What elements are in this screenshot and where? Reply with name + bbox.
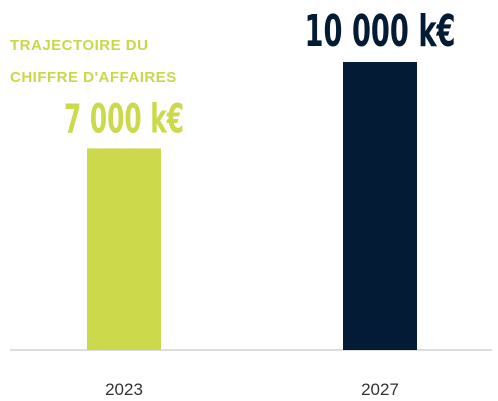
value-label: 7 000 k€ bbox=[64, 96, 184, 142]
bar bbox=[343, 62, 417, 350]
x-tick-label: 2027 bbox=[361, 380, 399, 399]
chart-title: TRAJECTOIRE DU CHIFFRE D'AFFAIRES bbox=[10, 37, 177, 86]
value-label: 10 000 k€ bbox=[304, 6, 455, 57]
x-tick-label: 2023 bbox=[105, 380, 143, 399]
bar bbox=[87, 148, 161, 350]
